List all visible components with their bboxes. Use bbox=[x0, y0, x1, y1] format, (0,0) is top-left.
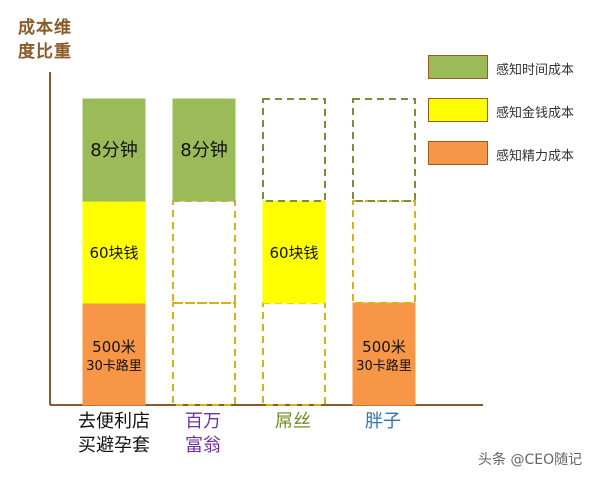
bar-segment-energy-1 bbox=[172, 302, 236, 406]
data-label-energy-3: 500米 30卡路里 bbox=[356, 338, 412, 374]
data-label-money-0: 60块钱 bbox=[89, 244, 138, 262]
bar-segment-energy-3 bbox=[352, 302, 416, 406]
x-tick-label-convenience-store: 去便利店 买避孕套 bbox=[78, 411, 150, 456]
bar-segment-money-3 bbox=[352, 200, 416, 304]
bar-segment-money-2 bbox=[262, 200, 326, 304]
x-tick-label-diaosi: 屌丝 bbox=[275, 411, 311, 432]
legend-item-energy: 感知精力成本 bbox=[428, 141, 598, 167]
bar-segment-energy-2 bbox=[262, 302, 326, 406]
bar-segment-time-0 bbox=[82, 98, 146, 202]
watermark: 头条 @CEO随记 bbox=[478, 452, 583, 468]
legend-item-money: 感知金钱成本 bbox=[428, 98, 598, 124]
bar-segment-time-2 bbox=[262, 98, 326, 202]
legend-label-time: 感知时间成本 bbox=[496, 63, 575, 78]
legend-swatch-money bbox=[428, 98, 488, 122]
data-label-time-1: 8分钟 bbox=[180, 140, 227, 161]
bar-segment-time-1 bbox=[172, 98, 236, 202]
bar-segment-time-3 bbox=[352, 98, 416, 202]
legend-swatch-energy bbox=[428, 141, 488, 165]
x-tick-label-millionaire: 百万 富翁 bbox=[185, 411, 221, 456]
y-axis-label: 成本维 度比重 bbox=[18, 18, 72, 62]
data-label-time-0: 8分钟 bbox=[90, 140, 137, 161]
bar-segment-energy-0 bbox=[82, 302, 146, 406]
data-label-energy-0: 500米 30卡路里 bbox=[86, 338, 142, 374]
legend-swatch-time bbox=[428, 55, 488, 79]
x-tick-label-fat-person: 胖子 bbox=[365, 411, 401, 432]
legend-label-energy: 感知精力成本 bbox=[496, 149, 575, 164]
data-label-money-2: 60块钱 bbox=[269, 244, 318, 262]
legend-item-time: 感知时间成本 bbox=[428, 55, 598, 81]
bar-segment-money-1 bbox=[172, 200, 236, 304]
legend-label-money: 感知金钱成本 bbox=[496, 106, 575, 121]
